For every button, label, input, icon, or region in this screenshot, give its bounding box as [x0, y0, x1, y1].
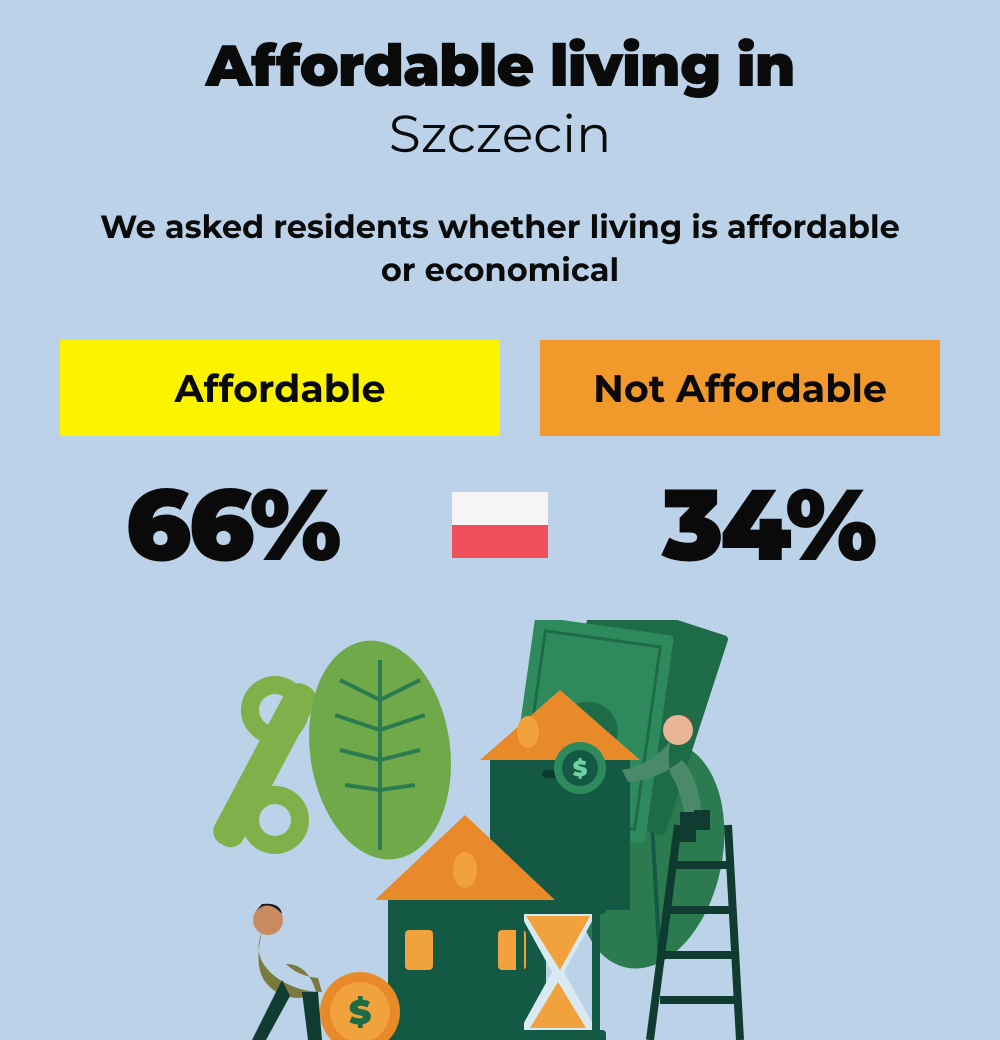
svg-text:$: $ [349, 991, 371, 1033]
coin-slot-icon: $ [554, 742, 606, 794]
leaf-left-icon [295, 631, 464, 868]
affordable-label: Affordable [175, 365, 386, 412]
person-left-icon [252, 904, 322, 1040]
infographic-root: Affordable living in Szczecin We asked r… [0, 0, 1000, 586]
title-line2: Szczecin [0, 103, 1000, 166]
not-affordable-percent: 34% [588, 464, 948, 586]
svg-text:$: $ [573, 755, 588, 782]
percent-symbol-icon [208, 676, 321, 854]
affordable-box: Affordable [60, 340, 500, 436]
flag-bottom-stripe [452, 525, 548, 558]
flag-top-stripe [452, 492, 548, 525]
option-boxes: Affordable Not Affordable [0, 340, 1000, 436]
stats-row: 66% 34% [0, 464, 1000, 586]
not-affordable-box: Not Affordable [540, 340, 940, 436]
title-line1: Affordable living in [0, 30, 1000, 101]
not-affordable-label: Not Affordable [593, 365, 887, 412]
subtitle: We asked residents whether living is aff… [0, 206, 1000, 292]
affordable-percent: 66% [52, 464, 412, 586]
poland-flag-icon [452, 492, 548, 558]
housing-money-illustration: $ [180, 620, 820, 1040]
